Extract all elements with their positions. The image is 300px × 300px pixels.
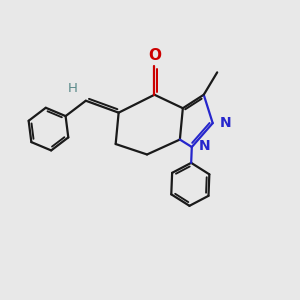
Text: H: H xyxy=(68,82,77,95)
Text: O: O xyxy=(148,48,161,63)
Text: N: N xyxy=(198,139,210,152)
Text: N: N xyxy=(219,116,231,130)
